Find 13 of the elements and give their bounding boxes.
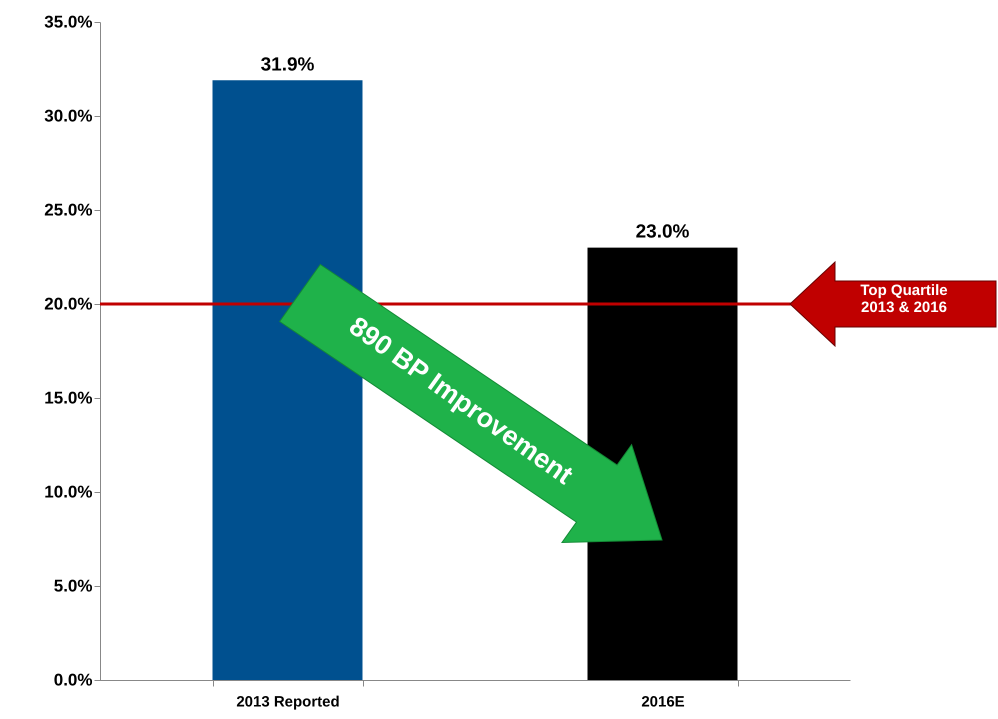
- y-tick-label: 30.0%: [44, 106, 92, 126]
- y-tick-label: 35.0%: [44, 12, 92, 32]
- y-tick-label: 0.0%: [54, 670, 92, 690]
- y-tick-label: 10.0%: [44, 482, 92, 502]
- y-tick-label: 15.0%: [44, 388, 92, 408]
- y-tick-label: 20.0%: [44, 294, 92, 314]
- x-tick-label: 2016E: [641, 694, 685, 710]
- ref-line-label: Top Quartile 2013 & 2016: [860, 282, 948, 316]
- data-label: 23.0%: [636, 222, 690, 243]
- y-tick-label: 5.0%: [54, 576, 92, 596]
- data-label: 31.9%: [260, 54, 315, 76]
- x-tick-label: 2013 Reported: [236, 694, 340, 710]
- y-tick-label: 25.0%: [44, 200, 92, 220]
